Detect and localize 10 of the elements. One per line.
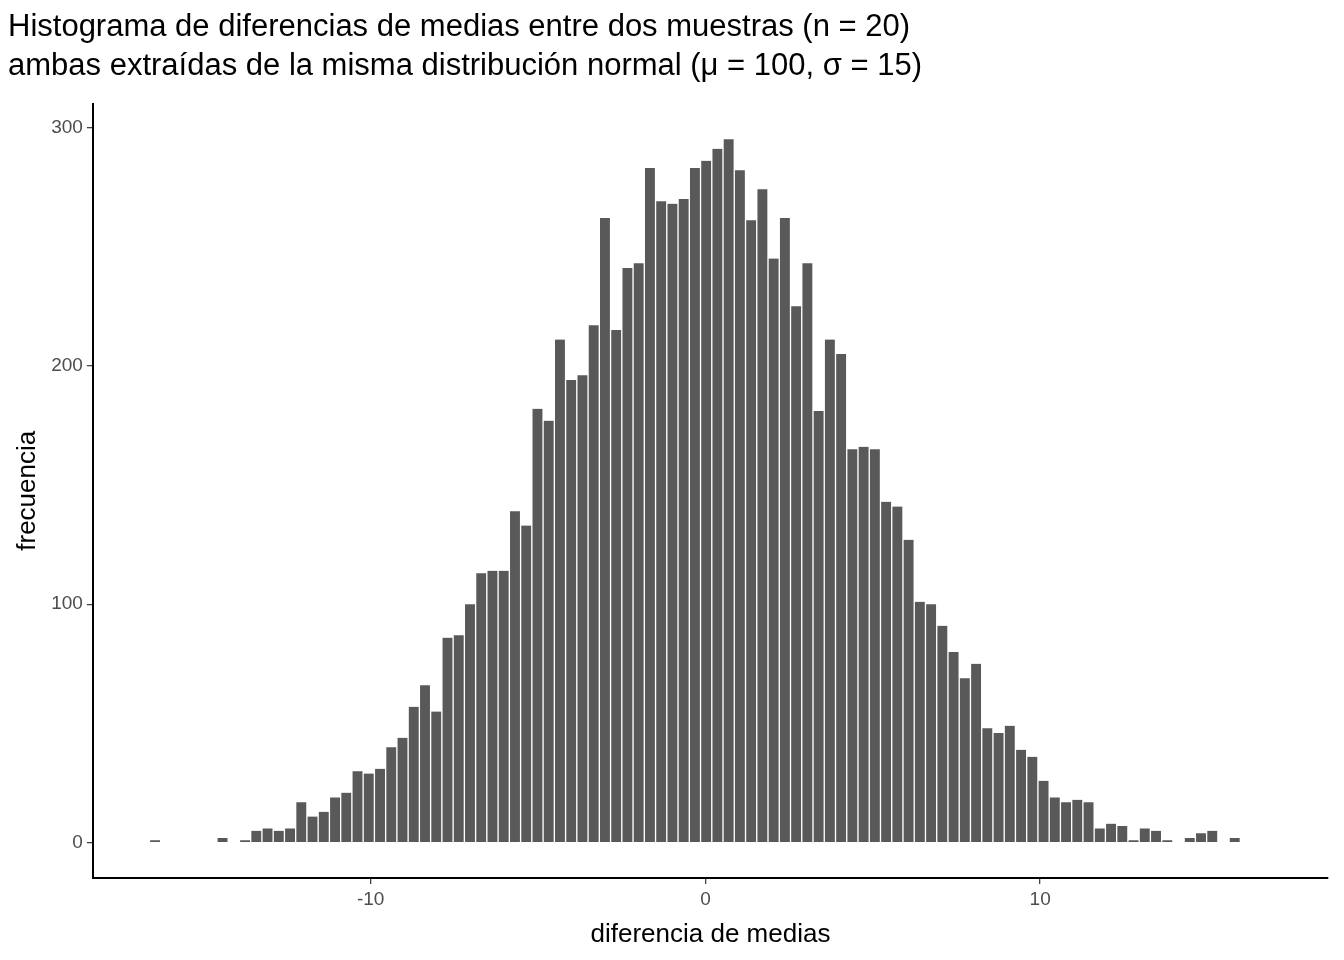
y-tick-label: 300 (51, 115, 83, 137)
y-axis-title: frecuencia (10, 430, 41, 551)
x-tick-label: 0 (700, 887, 711, 909)
x-axis-title: diferencia de medias (590, 917, 831, 948)
chart-title: Histograma de diferencias de medias entre dos muestras (n = 20) ambas extraídas de la misma distribución normal (μ = 100, σ = 15) (8, 7, 923, 82)
x-tick-label: -10 (356, 887, 385, 909)
y-tick-label: 100 (51, 592, 83, 614)
y-tick-label: 0 (72, 830, 83, 852)
y-tick-label: 200 (51, 354, 83, 376)
x-tick-label: 10 (1029, 887, 1051, 909)
